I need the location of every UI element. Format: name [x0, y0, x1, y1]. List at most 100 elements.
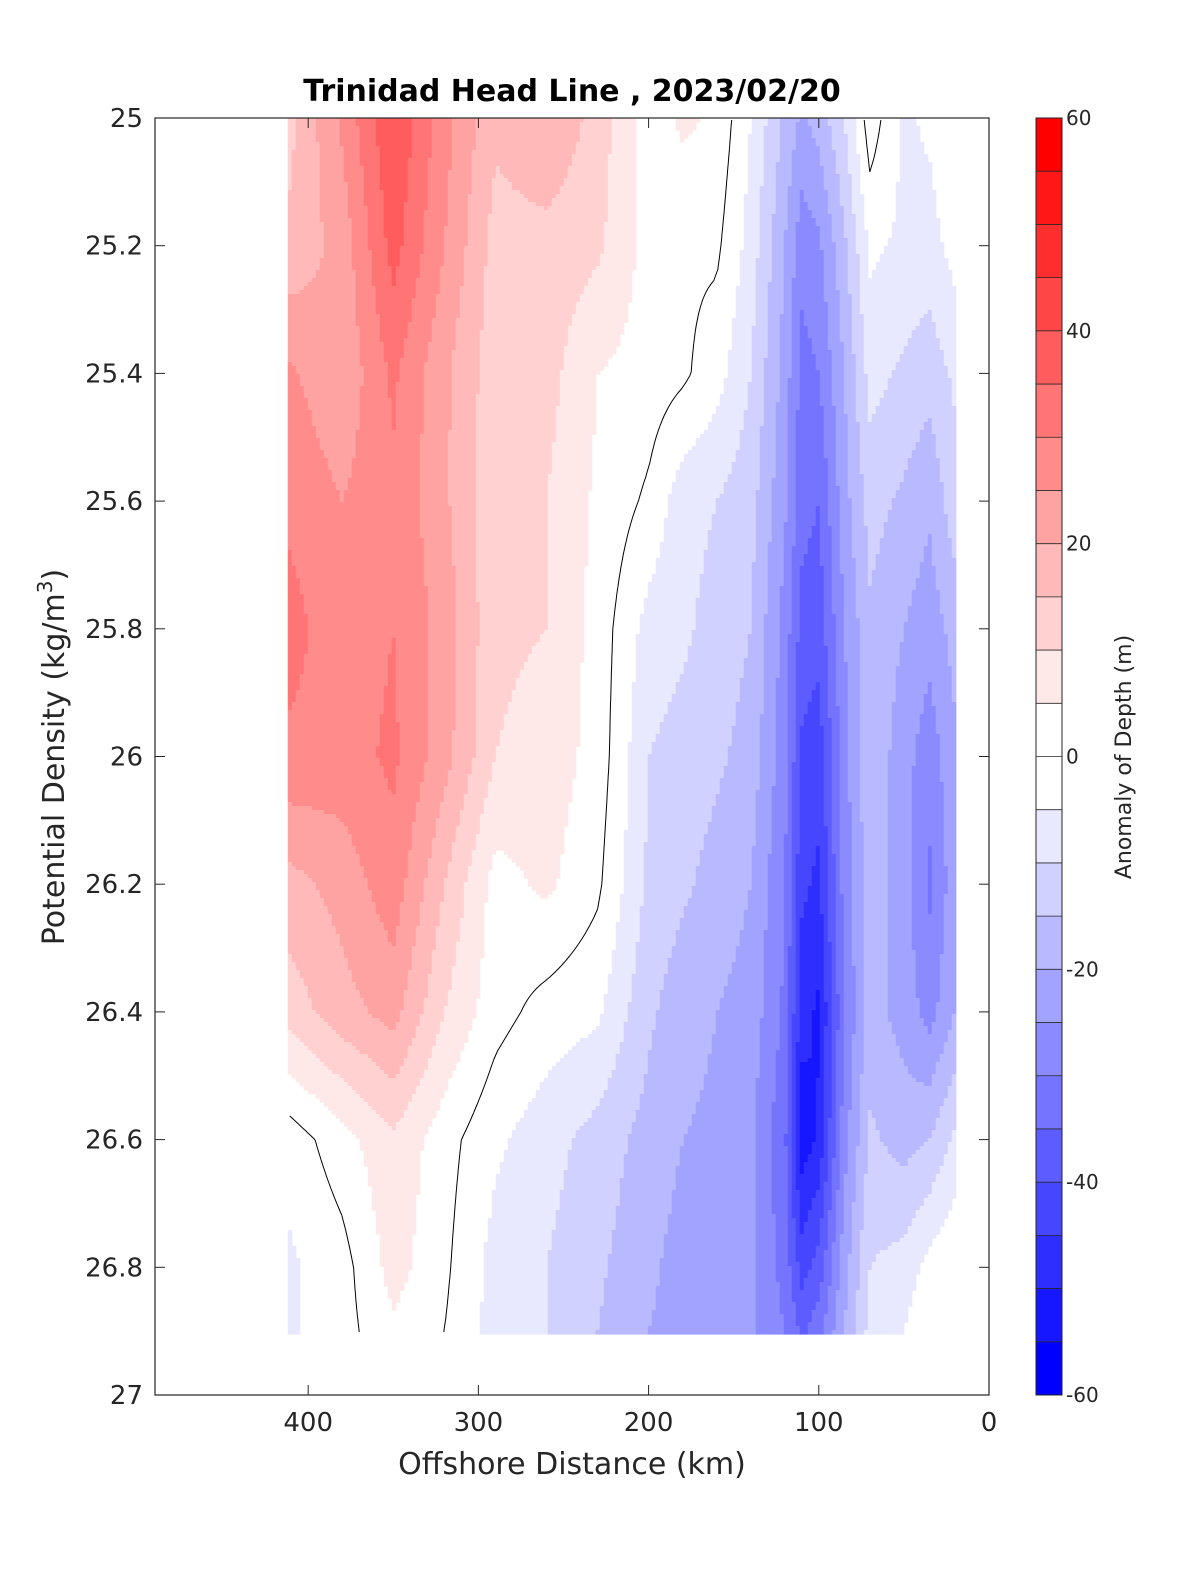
contour-cell: [803, 914, 825, 919]
contour-cell: [399, 726, 429, 731]
contour-cell: [343, 158, 361, 163]
contour-cell: [847, 790, 861, 795]
contour-cell: [851, 894, 865, 899]
contour-cell: [771, 798, 789, 803]
contour-cell: [735, 294, 757, 299]
contour-cell: [623, 866, 645, 871]
contour-cell: [663, 538, 709, 543]
contour-cell: [787, 506, 797, 511]
contour-cell: [447, 458, 477, 463]
contour-cell: [451, 422, 477, 427]
contour-cell: [427, 722, 457, 727]
contour-cell: [447, 434, 477, 439]
contour-cell: [839, 718, 849, 723]
contour-cell: [475, 574, 549, 579]
contour-cell: [759, 430, 777, 435]
contour-cell: [427, 874, 449, 879]
contour-cell: [931, 418, 957, 423]
contour-cell: [395, 942, 417, 947]
contour-cell: [395, 654, 429, 659]
contour-cell: [763, 618, 781, 623]
contour-cell: [427, 658, 457, 663]
contour-cell: [927, 854, 933, 859]
contour-cell: [939, 470, 957, 475]
contour-cell: [407, 174, 429, 179]
contour-cell: [287, 654, 305, 659]
contour-cell: [359, 362, 389, 367]
contour-cell: [795, 542, 809, 547]
contour-cell: [795, 410, 825, 415]
contour-cell: [707, 830, 757, 835]
contour-cell: [463, 278, 485, 283]
contour-cell: [435, 822, 461, 827]
contour-cell: [287, 350, 361, 355]
contour-cell: [751, 578, 769, 583]
contour-cell: [487, 258, 601, 263]
contour-cell: [751, 622, 765, 627]
contour-cell: [847, 494, 865, 499]
contour-cell: [791, 826, 801, 831]
contour-cell: [863, 362, 897, 367]
contour-cell: [795, 902, 805, 907]
contour-cell: [435, 818, 461, 823]
contour-cell: [835, 946, 845, 951]
contour-cell: [647, 822, 709, 827]
contour-cell: [399, 378, 425, 383]
contour-cell: [823, 982, 833, 987]
contour-cell: [423, 582, 457, 587]
contour-cell: [735, 314, 757, 319]
contour-cell: [627, 750, 653, 755]
contour-cell: [751, 126, 765, 131]
contour-cell: [839, 998, 845, 1003]
contour-cell: [715, 794, 757, 799]
contour-cell: [867, 418, 873, 423]
contour-cell: [795, 226, 821, 231]
contour-cell: [779, 642, 789, 647]
contour-cell: [731, 734, 761, 739]
contour-cell: [451, 850, 473, 855]
contour-cell: [859, 770, 889, 775]
contour-cell: [783, 834, 793, 839]
contour-cell: [747, 634, 765, 639]
contour-cell: [887, 830, 913, 835]
contour-cell: [575, 302, 629, 307]
contour-cell: [547, 574, 585, 579]
contour-cell: [859, 638, 905, 643]
contour-cell: [863, 1022, 893, 1027]
contour-cell: [819, 718, 833, 723]
contour-cell: [607, 154, 637, 159]
contour-cell: [951, 382, 957, 387]
contour-cell: [739, 938, 765, 943]
contour-cell: [939, 602, 957, 607]
contour-cell: [723, 766, 761, 771]
contour-cell: [779, 350, 793, 355]
contour-cell: [935, 718, 957, 723]
contour-cell: [851, 174, 861, 179]
contour-cell: [767, 894, 785, 899]
contour-cell: [427, 202, 449, 207]
contour-cell: [787, 462, 797, 467]
contour-cell: [943, 354, 957, 359]
contour-cell: [507, 706, 581, 711]
contour-cell: [647, 834, 705, 839]
contour-cell: [455, 698, 477, 703]
contour-cell: [855, 602, 913, 607]
contour-cell: [383, 202, 405, 207]
contour-cell: [287, 442, 321, 447]
contour-cell: [795, 922, 801, 927]
contour-cell: [419, 790, 445, 795]
contour-cell: [839, 190, 853, 195]
contour-cell: [735, 958, 765, 963]
contour-cell: [791, 918, 797, 923]
contour-cell: [319, 438, 357, 443]
contour-cell: [319, 154, 345, 159]
contour-cell: [347, 202, 365, 207]
contour-cell: [851, 334, 865, 339]
contour-cell: [367, 878, 405, 883]
contour-cell: [383, 686, 397, 691]
contour-cell: [855, 382, 869, 387]
contour-cell: [787, 826, 793, 831]
contour-cell: [427, 982, 453, 987]
contour-cell: [787, 746, 797, 751]
contour-cell: [759, 730, 777, 735]
